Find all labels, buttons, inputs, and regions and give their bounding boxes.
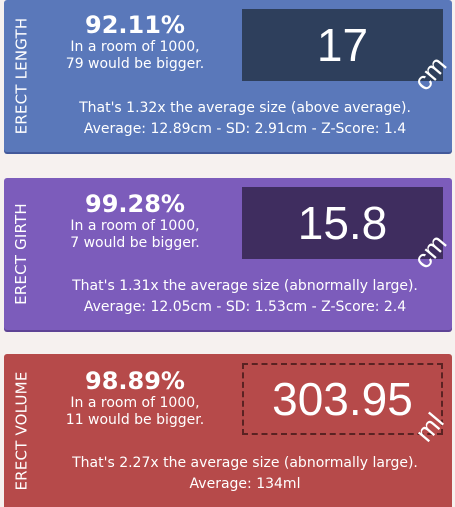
percentile-value: 99.28% <box>85 190 185 218</box>
room-line-1: In a room of 1000, <box>70 218 200 234</box>
room-line-1: In a room of 1000, <box>70 395 200 411</box>
length-stats: Average: 12.89cm - SD: 2.91cm - Z-Score:… <box>83 121 407 137</box>
length-summary: That's 1.32x the average size (above ave… <box>79 100 411 116</box>
card-side-label: ERECT VOLUME <box>4 354 38 507</box>
erect-length-label: ERECT LENGTH <box>12 17 30 135</box>
summary-block: That's 1.32x the average size (above ave… <box>40 98 450 140</box>
card-side-label: ERECT LENGTH <box>4 0 38 152</box>
percentile-value: 98.89% <box>85 367 185 395</box>
erect-length-card: ERECT LENGTH 92.11% In a room of 1000, 7… <box>4 0 453 152</box>
card-side-label: ERECT GIRTH <box>4 178 38 330</box>
volume-summary: That's 2.27x the average size (abnormall… <box>72 455 418 471</box>
percentile-value: 92.11% <box>85 11 185 39</box>
erect-girth-card: ERECT GIRTH 99.28% In a room of 1000, 7 … <box>4 178 453 330</box>
length-value-box: 17 <box>242 9 443 81</box>
erect-volume-label: ERECT VOLUME <box>12 371 30 490</box>
percentile-block: 92.11% In a room of 1000, 79 would be bi… <box>40 11 230 73</box>
length-value: 17 <box>316 19 369 71</box>
room-line-2: 11 would be bigger. <box>65 412 205 428</box>
volume-value-box: 303.95 <box>242 363 443 435</box>
girth-stats: Average: 12.05cm - SD: 1.53cm - Z-Score:… <box>83 299 407 315</box>
summary-block: That's 2.27x the average size (abnormall… <box>40 453 450 495</box>
percentile-block: 98.89% In a room of 1000, 11 would be bi… <box>40 367 230 429</box>
erect-volume-card: ERECT VOLUME 98.89% In a room of 1000, 1… <box>4 354 452 507</box>
room-line-2: 7 would be bigger. <box>70 235 200 251</box>
girth-summary: That's 1.31x the average size (abnormall… <box>72 278 418 294</box>
summary-block: That's 1.31x the average size (abnormall… <box>40 276 450 318</box>
percentile-block: 99.28% In a room of 1000, 7 would be big… <box>40 190 230 252</box>
erect-girth-label: ERECT GIRTH <box>12 203 30 305</box>
volume-stats: Average: 134ml <box>189 476 301 492</box>
room-line-1: In a room of 1000, <box>70 39 200 55</box>
girth-value-box: 15.8 <box>242 187 443 259</box>
volume-value: 303.95 <box>272 373 413 425</box>
room-line-2: 79 would be bigger. <box>65 56 205 72</box>
girth-value: 15.8 <box>297 197 388 249</box>
